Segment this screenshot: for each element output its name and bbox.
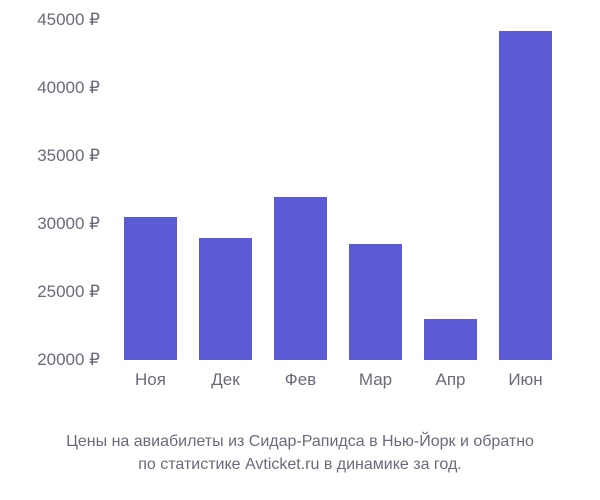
x-tick-label: Дек	[211, 370, 239, 390]
caption-line-2: по статистике Avticket.ru в динамике за …	[0, 453, 600, 476]
x-tick-label: Мар	[359, 370, 392, 390]
bar	[199, 238, 252, 360]
bar	[349, 244, 402, 360]
x-tick-label: Июн	[508, 370, 542, 390]
price-chart	[110, 20, 580, 390]
y-tick-label: 35000 ₽	[37, 146, 100, 166]
x-tick-label: Фев	[285, 370, 316, 390]
bar	[424, 319, 477, 360]
bar	[274, 197, 327, 360]
y-tick-label: 45000 ₽	[37, 10, 100, 30]
bar	[124, 217, 177, 360]
x-tick-label: Апр	[436, 370, 466, 390]
y-tick-label: 40000 ₽	[37, 78, 100, 98]
plot-area	[110, 20, 580, 360]
bar	[499, 31, 552, 360]
chart-caption: Цены на авиабилеты из Сидар-Рапидса в Нь…	[0, 430, 600, 476]
y-tick-label: 25000 ₽	[37, 282, 100, 302]
caption-line-1: Цены на авиабилеты из Сидар-Рапидса в Нь…	[0, 430, 600, 453]
y-tick-label: 30000 ₽	[37, 214, 100, 234]
x-tick-label: Ноя	[135, 370, 166, 390]
y-tick-label: 20000 ₽	[37, 350, 100, 370]
